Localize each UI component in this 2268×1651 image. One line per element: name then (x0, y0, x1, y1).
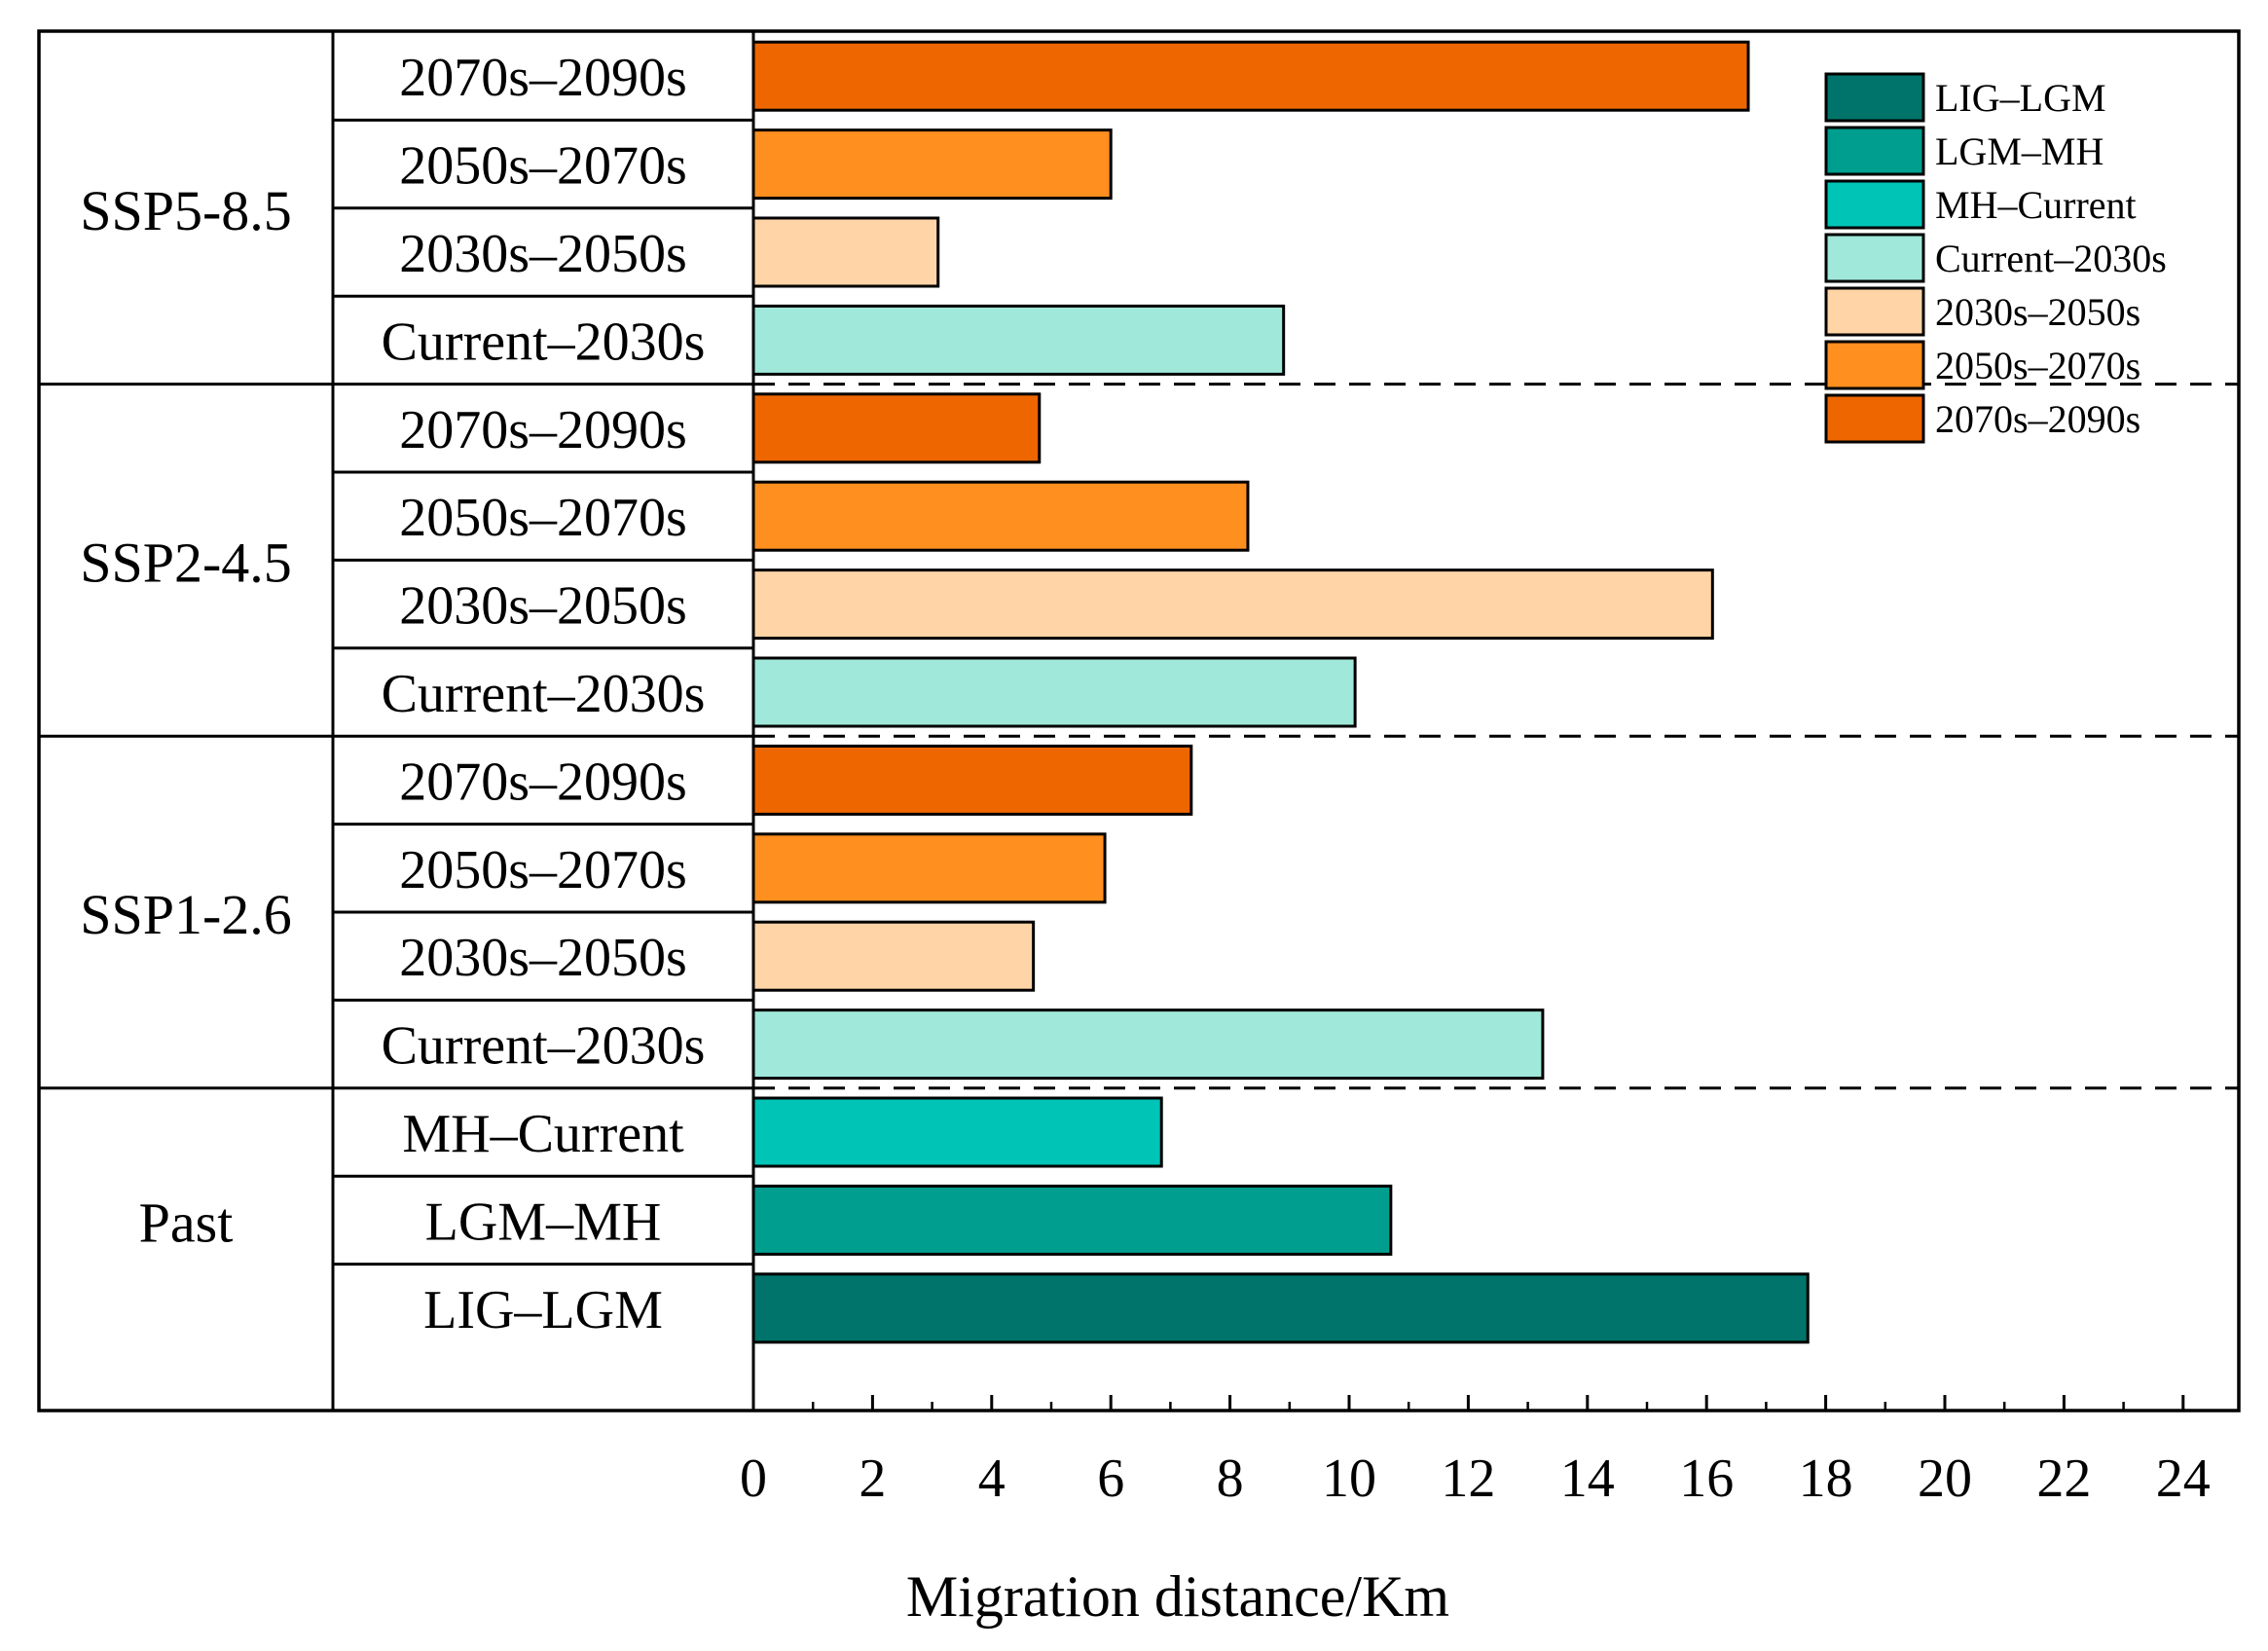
bar-ssp2-4-5-current-2030s (751, 656, 1357, 728)
x-axis: 0 2 4 6 8 10 12 14 16 18 20 22 24 (740, 1395, 2211, 1509)
x-tick-label-6: 6 (1097, 1449, 1124, 1509)
row-label-ssp5-8-5-2070s-2090s: 2070s–2090s (399, 48, 687, 108)
bars-layer (751, 40, 1810, 1344)
row-label-ssp1-2-6-2030s-2050s: 2030s–2050s (399, 928, 687, 988)
row-label-past-lgm-mh: LGM–MH (425, 1192, 662, 1252)
row-label-ssp1-2-6-current-2030s: Current–2030s (382, 1016, 706, 1077)
bar-ssp5-8-5-2050s-2070s (751, 128, 1113, 201)
bar-past-mh-current (751, 1096, 1163, 1168)
x-tick-label-8: 8 (1217, 1449, 1244, 1509)
row-label-ssp5-8-5-2050s-2070s: 2050s–2070s (399, 136, 687, 197)
group-label-ssp1-2-6: SSP1-2.6 (80, 883, 292, 946)
legend-swatch-mh-current (1824, 179, 1925, 230)
group-bands: SSP5-8.5 2070s–2090s 2050s–2070s 2030s–2050… (80, 48, 705, 1340)
row-label-ssp2-4-5-2070s-2090s: 2070s–2090s (399, 400, 687, 460)
x-tick-label-14: 14 (1560, 1449, 1615, 1509)
x-tick-label-24: 24 (2156, 1449, 2211, 1509)
x-axis-title: Migration distance/Km (906, 1564, 1449, 1629)
legend-label-lig-lgm: LIG–LGM (1935, 76, 2106, 120)
bar-past-lig-lgm (751, 1272, 1810, 1344)
legend-swatch-2030s-2050s (1824, 286, 1925, 337)
legend: LIG–LGM LGM–MH MH–Current Current–2030s 2030… (1824, 72, 2167, 444)
group-label-ssp2-4-5: SSP2-4.5 (80, 531, 292, 594)
legend-label-current-2030s: Current–2030s (1935, 237, 2167, 280)
legend-label-lgm-mh: LGM–MH (1935, 129, 2103, 173)
x-tick-label-10: 10 (1322, 1449, 1376, 1509)
x-tick-label-12: 12 (1441, 1449, 1495, 1509)
bar-ssp2-4-5-2030s-2050s (751, 569, 1714, 641)
x-tick-label-16: 16 (1679, 1449, 1734, 1509)
legend-swatch-2070s-2090s (1824, 393, 1925, 444)
bar-ssp2-4-5-2070s-2090s (751, 392, 1042, 464)
row-label-ssp1-2-6-2070s-2090s: 2070s–2090s (399, 752, 687, 812)
row-label-ssp5-8-5-current-2030s: Current–2030s (382, 312, 706, 372)
legend-label-mh-current: MH–Current (1935, 183, 2137, 227)
legend-label-2050s-2070s: 2050s–2070s (1935, 344, 2140, 387)
row-label-ssp1-2-6-2050s-2070s: 2050s–2070s (399, 840, 687, 900)
bar-ssp1-2-6-current-2030s (751, 1009, 1545, 1081)
x-tick-label-0: 0 (740, 1449, 767, 1509)
x-tick-label-20: 20 (1918, 1449, 1972, 1509)
group-label-past: Past (139, 1191, 234, 1254)
row-label-ssp2-4-5-2050s-2070s: 2050s–2070s (399, 488, 687, 548)
legend-swatch-lig-lgm (1824, 72, 1925, 123)
legend-label-2070s-2090s: 2070s–2090s (1935, 397, 2140, 441)
legend-swatch-2050s-2070s (1824, 340, 1925, 390)
x-tick-label-4: 4 (978, 1449, 1006, 1509)
bar-past-lgm-mh (751, 1184, 1393, 1256)
bar-ssp5-8-5-2070s-2090s (751, 40, 1750, 112)
legend-label-2030s-2050s: 2030s–2050s (1935, 290, 2140, 334)
x-tick-label-22: 22 (2036, 1449, 2091, 1509)
bar-ssp1-2-6-2030s-2050s (751, 920, 1036, 992)
bar-ssp1-2-6-2070s-2090s (751, 744, 1193, 816)
group-label-ssp5-8-5: SSP5-8.5 (80, 179, 292, 242)
row-label-ssp2-4-5-current-2030s: Current–2030s (382, 664, 706, 724)
row-label-past-lig-lgm: LIG–LGM (423, 1280, 663, 1340)
bar-ssp5-8-5-2030s-2050s (751, 216, 940, 288)
bar-ssp5-8-5-current-2030s (751, 304, 1286, 376)
bar-ssp1-2-6-2050s-2070s (751, 832, 1107, 904)
row-label-ssp2-4-5-2030s-2050s: 2030s–2050s (399, 576, 687, 637)
row-label-ssp5-8-5-2030s-2050s: 2030s–2050s (399, 224, 687, 284)
x-tick-label-2: 2 (859, 1449, 886, 1509)
legend-swatch-current-2030s (1824, 233, 1925, 283)
legend-swatch-lgm-mh (1824, 126, 1925, 176)
bar-ssp2-4-5-2050s-2070s (751, 480, 1250, 552)
row-label-past-mh-current: MH–Current (402, 1104, 684, 1164)
frame-layer (37, 29, 2241, 1413)
plot-frame (37, 29, 2241, 1413)
x-tick-label-18: 18 (1799, 1449, 1853, 1509)
